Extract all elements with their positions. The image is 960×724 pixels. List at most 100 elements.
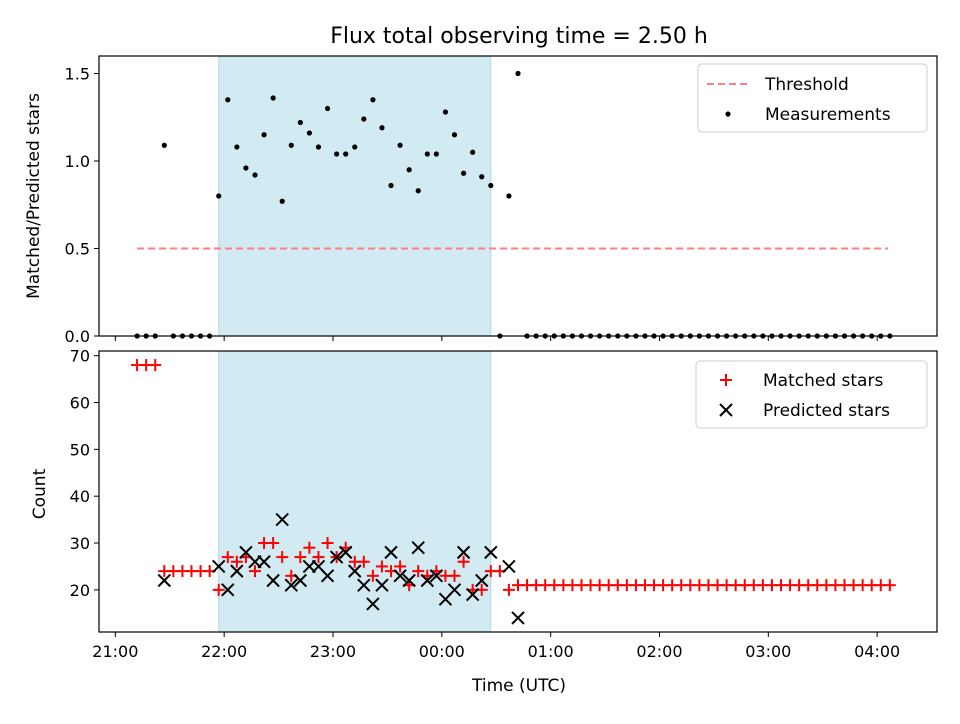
bottom-y-tick-label: 70 xyxy=(70,347,90,366)
predicted-star-point xyxy=(257,555,271,569)
matched-star-point xyxy=(366,569,379,582)
matched-star-point xyxy=(294,551,307,564)
predicted-star-point xyxy=(511,611,525,625)
legend-threshold-label: Threshold xyxy=(764,75,849,95)
measurement-point xyxy=(324,105,331,112)
matched-star-point xyxy=(212,583,225,596)
measurement-point xyxy=(415,188,421,194)
predicted-star-point xyxy=(384,545,398,560)
measurement-point xyxy=(442,109,449,115)
measurement-point xyxy=(424,151,430,157)
top-y-axis-label: Matched/Predicted stars xyxy=(24,93,44,299)
measurement-point xyxy=(515,70,521,77)
matched-star-point xyxy=(357,555,370,568)
matched-star-point xyxy=(321,537,334,550)
predicted-star-point xyxy=(275,512,289,527)
measurement-point xyxy=(433,151,439,157)
bottom-y-tick-label: 20 xyxy=(70,581,90,600)
bottom-x-tick-label: 22:00 xyxy=(201,642,247,661)
bottom-x-tick-label: 01:00 xyxy=(528,642,574,661)
measurement-point xyxy=(315,144,322,150)
measurement-point xyxy=(270,95,276,101)
observing-span xyxy=(218,350,492,633)
predicted-star-point xyxy=(329,550,344,564)
matched-star-point xyxy=(375,560,388,573)
matched-star-point xyxy=(149,359,162,372)
measurement-point xyxy=(343,151,349,157)
matched-star-point xyxy=(276,551,289,564)
bottom-y-tick-label: 30 xyxy=(70,534,90,553)
matched-star-point xyxy=(457,555,470,568)
legend-matched-label: Matched stars xyxy=(763,371,883,391)
measurement-point xyxy=(297,119,303,126)
bottom-y-tick-label: 50 xyxy=(70,440,90,459)
measurement-point xyxy=(261,132,267,138)
measurement-point xyxy=(225,97,231,103)
predicted-star-point xyxy=(420,573,435,588)
bottom-legend: Matched stars Predicted stars xyxy=(695,360,928,429)
matched-star-point xyxy=(248,565,261,578)
bottom-x-tick-label: 02:00 xyxy=(636,642,682,661)
measurement-point xyxy=(279,198,285,204)
predicted-star-point xyxy=(402,573,416,588)
predicted-star-point xyxy=(447,583,462,597)
measurement-point xyxy=(451,132,458,138)
measurement-point xyxy=(216,193,222,199)
measurement-point xyxy=(306,130,313,136)
predicted-star-point xyxy=(293,573,308,588)
predicted-star-point xyxy=(357,578,371,592)
top-y-tick-label: 1.0 xyxy=(65,152,90,171)
predicted-star-point xyxy=(502,559,516,574)
bottom-panel: 20 30 40 50 60 70 21:00 22:00 23:00 00:00 01:00 02… xyxy=(30,347,938,696)
measurement-point xyxy=(397,142,403,148)
matched-star-point xyxy=(230,555,243,568)
measurement-point xyxy=(161,142,167,148)
measurement-point xyxy=(370,97,376,103)
predicted-star-point xyxy=(348,564,362,578)
observing-span xyxy=(218,55,492,337)
bottom-y-axis-label: Count xyxy=(30,468,50,519)
top-y-tick-label: 0.5 xyxy=(65,240,90,259)
top-panel: 0.0 0.5 1.0 1.5 Matched/Predicted stars Thr… xyxy=(24,55,938,346)
measurement-point xyxy=(243,165,249,171)
predicted-star-point xyxy=(475,573,489,588)
legend-measurements-swatch xyxy=(725,111,731,117)
matched-star-point xyxy=(448,569,461,582)
predicted-star-point xyxy=(157,573,172,588)
bottom-x-tick-label: 03:00 xyxy=(745,642,791,661)
predicted-star-point xyxy=(393,569,407,583)
predicted-star-point xyxy=(320,569,335,583)
measurement-point xyxy=(379,125,385,131)
measurement-point xyxy=(479,174,485,180)
bottom-x-tick-label: 23:00 xyxy=(310,642,356,661)
predicted-star-point xyxy=(230,564,244,578)
measurement-point xyxy=(506,193,512,199)
predicted-star-point xyxy=(411,540,425,555)
bottom-plot-frame xyxy=(98,350,938,633)
measurement-point xyxy=(252,172,258,178)
top-legend: Threshold Measurements xyxy=(697,63,928,133)
predicted-star-point xyxy=(375,578,389,592)
bottom-y-tick-label: 40 xyxy=(70,487,90,506)
predicted-star-point xyxy=(456,545,471,560)
matched-star-point xyxy=(312,551,325,564)
predicted-star-point xyxy=(338,545,353,560)
bottom-x-tick-label: 04:00 xyxy=(854,642,900,661)
bottom-x-tick-label: 00:00 xyxy=(419,642,465,661)
measurement-point xyxy=(334,151,340,157)
measurement-point xyxy=(352,144,358,150)
legend-predicted-label: Predicted stars xyxy=(763,401,890,421)
matched-star-point xyxy=(221,551,234,564)
predicted-star-point xyxy=(266,573,280,588)
chart-title: Flux total observing time = 2.50 h xyxy=(330,24,708,49)
measurement-point xyxy=(460,170,467,176)
matched-star-point xyxy=(883,579,896,592)
measurement-point xyxy=(470,149,476,155)
matched-star-point xyxy=(267,537,280,550)
bottom-y-tick-label: 60 xyxy=(70,394,90,413)
legend-predicted-swatch xyxy=(719,403,733,417)
top-plot-frame xyxy=(98,55,938,337)
legend-matched-swatch xyxy=(720,374,732,386)
matched-star-point xyxy=(303,541,316,554)
